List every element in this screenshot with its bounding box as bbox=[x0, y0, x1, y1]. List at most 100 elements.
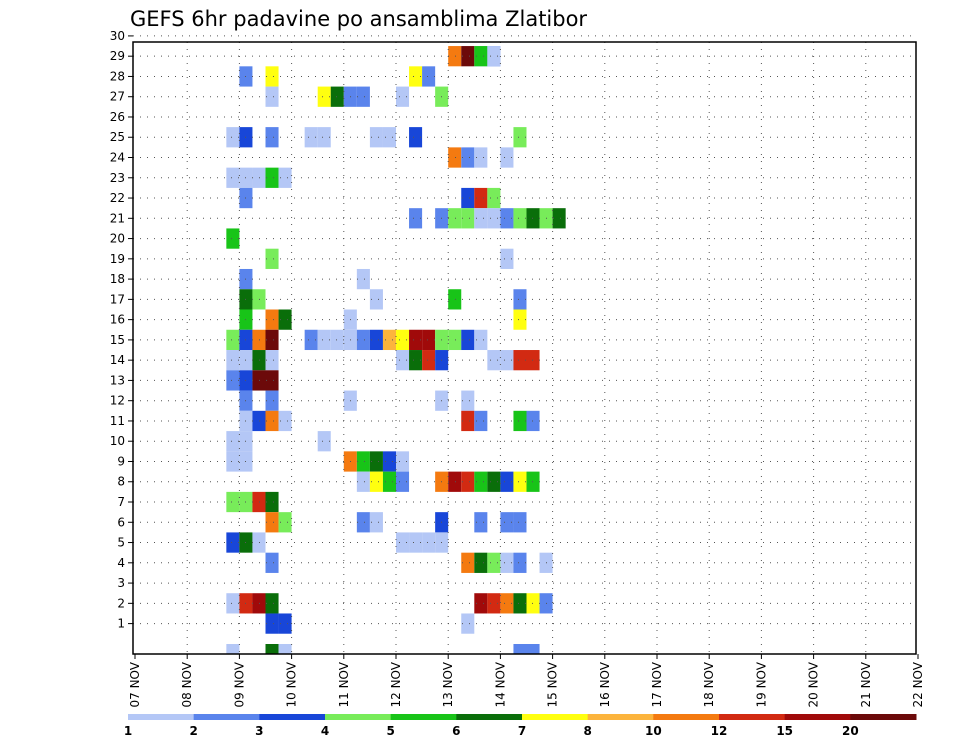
cell-111 bbox=[526, 410, 540, 432]
cell-17 bbox=[226, 127, 240, 148]
cell-47 bbox=[526, 208, 540, 229]
y-tick-label-30: 30 bbox=[110, 29, 125, 43]
y-tick-label-14: 14 bbox=[110, 353, 125, 367]
colorbar-label-10: 15 bbox=[776, 724, 793, 738]
colorbar-label-4: 5 bbox=[386, 724, 394, 738]
colorbar-swatch-8 bbox=[653, 714, 720, 720]
cell-24 bbox=[409, 127, 423, 148]
x-tick-label-10: 17 NOV bbox=[650, 661, 664, 707]
cell-155 bbox=[474, 552, 488, 573]
cell-45 bbox=[500, 208, 514, 229]
cell-134 bbox=[226, 491, 240, 513]
cell-82 bbox=[474, 329, 488, 351]
cell-143 bbox=[474, 512, 488, 533]
cell-129 bbox=[474, 471, 488, 492]
cell-5 bbox=[487, 46, 501, 67]
cell-157 bbox=[500, 552, 514, 573]
cell-173 bbox=[226, 644, 240, 654]
cell-124 bbox=[382, 471, 396, 492]
cell-168 bbox=[526, 593, 540, 614]
x-tick-label-15: 22 NOV bbox=[911, 661, 925, 707]
y-tick-label-13: 13 bbox=[110, 373, 125, 387]
colorbar-swatch-1 bbox=[193, 714, 260, 720]
y-tick-label-8: 8 bbox=[117, 475, 125, 489]
x-tick-label-14: 21 NOV bbox=[859, 661, 873, 707]
cell-139 bbox=[278, 512, 292, 533]
cell-71 bbox=[330, 329, 344, 351]
cell-98 bbox=[265, 370, 279, 391]
cell-164 bbox=[474, 593, 488, 614]
cell-64 bbox=[513, 309, 527, 330]
colorbar-label-0: 1 bbox=[124, 724, 132, 738]
cell-39 bbox=[409, 208, 423, 229]
cell-65 bbox=[226, 329, 240, 351]
y-tick-label-6: 6 bbox=[117, 515, 125, 529]
cell-107 bbox=[278, 410, 292, 432]
y-tick-label-7: 7 bbox=[117, 495, 125, 509]
y-tick-label-4: 4 bbox=[117, 556, 125, 570]
colorbar: 1 2 3 4 5 6 7 8 10 12 15 20 bbox=[124, 714, 917, 738]
cell-70 bbox=[317, 329, 331, 351]
cell-32 bbox=[252, 167, 266, 188]
cell-44 bbox=[487, 208, 501, 229]
cell-146 bbox=[226, 532, 240, 553]
y-tick-label-3: 3 bbox=[117, 576, 125, 590]
cell-127 bbox=[448, 471, 462, 492]
cell-153 bbox=[265, 552, 279, 573]
y-tick-label-28: 28 bbox=[110, 69, 125, 83]
cell-119 bbox=[369, 451, 383, 472]
cell-148 bbox=[252, 532, 266, 553]
colorbar-swatch-0 bbox=[128, 714, 195, 720]
x-tick-label-6: 13 NOV bbox=[441, 661, 455, 707]
cell-26 bbox=[448, 147, 462, 168]
cell-43 bbox=[474, 208, 488, 229]
cell-177 bbox=[526, 644, 540, 654]
cell-128 bbox=[461, 471, 475, 492]
cell-92 bbox=[500, 350, 514, 371]
colorbar-swatch-9 bbox=[719, 714, 786, 720]
y-tick-label-19: 19 bbox=[110, 252, 125, 266]
cell-162 bbox=[252, 593, 266, 614]
cell-83 bbox=[226, 350, 240, 371]
cell-171 bbox=[278, 613, 292, 634]
cell-130 bbox=[487, 471, 501, 492]
x-tick-label-8: 15 NOV bbox=[546, 661, 560, 707]
cell-123 bbox=[369, 471, 383, 492]
cell-12 bbox=[330, 86, 344, 107]
cell-93 bbox=[513, 350, 527, 371]
cell-108 bbox=[461, 410, 475, 432]
plot-frame bbox=[132, 41, 917, 655]
y-tick-label-1: 1 bbox=[117, 617, 125, 631]
cells-layer bbox=[226, 46, 566, 654]
cell-118 bbox=[356, 451, 370, 472]
y-tick-label-27: 27 bbox=[110, 90, 125, 104]
cell-174 bbox=[265, 644, 279, 654]
cell-25 bbox=[513, 127, 527, 148]
cell-69 bbox=[304, 329, 318, 351]
cell-11 bbox=[317, 86, 331, 107]
colorbar-label-6: 7 bbox=[518, 724, 526, 738]
cell-9 bbox=[422, 66, 436, 87]
colorbar-swatch-7 bbox=[587, 714, 654, 720]
colorbar-label-9: 12 bbox=[711, 724, 728, 738]
cell-36 bbox=[461, 187, 475, 209]
cell-95 bbox=[226, 370, 240, 391]
cell-51 bbox=[265, 248, 279, 269]
cell-175 bbox=[278, 644, 292, 654]
y-tick-label-15: 15 bbox=[110, 333, 125, 347]
y-tick-label-9: 9 bbox=[117, 454, 125, 468]
cell-62 bbox=[278, 309, 292, 330]
cell-30 bbox=[226, 167, 240, 188]
cell-74 bbox=[369, 329, 383, 351]
cell-138 bbox=[265, 512, 279, 533]
colorbar-label-2: 3 bbox=[255, 724, 263, 738]
colorbar-swatch-11 bbox=[850, 714, 917, 720]
y-tick-label-21: 21 bbox=[110, 211, 125, 225]
chart-title: GEFS 6hr padavine po ansamblima Zlatibor bbox=[130, 7, 587, 31]
x-tick-label-3: 10 NOV bbox=[285, 661, 299, 707]
y-tick-label-24: 24 bbox=[110, 151, 125, 165]
cell-85 bbox=[252, 350, 266, 371]
cell-29 bbox=[500, 147, 514, 168]
y-tick-label-29: 29 bbox=[110, 49, 125, 63]
